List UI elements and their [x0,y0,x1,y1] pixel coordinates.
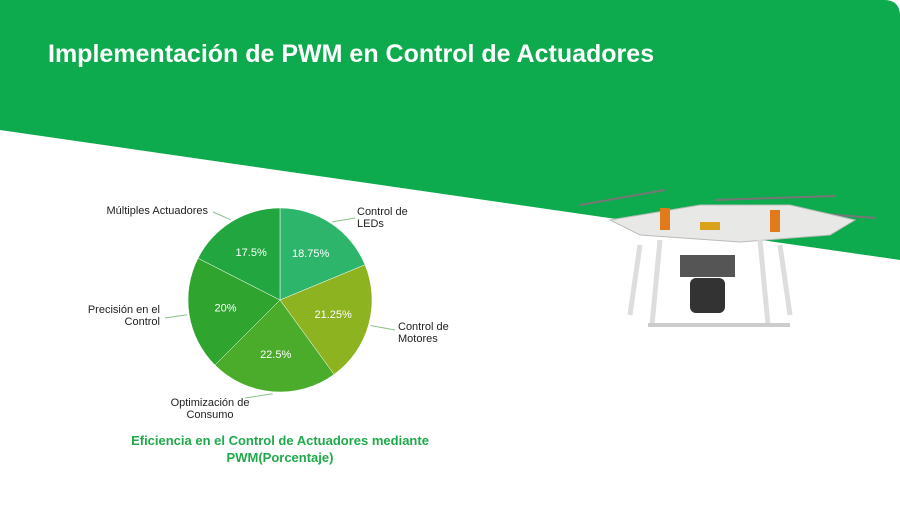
value-label: 21.25% [314,309,352,321]
chart-title: Eficiencia en el Control de Actuadores m… [131,433,429,465]
pie-slice [279,264,373,375]
category-label: Optimización de Consumo [170,397,250,421]
category-label: Precisión en el Control [87,304,160,328]
leader-line [164,314,188,319]
leader-line [370,325,396,331]
pie-slice [214,299,335,393]
value-label: 17.5% [236,247,267,259]
category-label: Control de LEDs [357,206,408,230]
green-band [0,0,900,260]
category-label: Múltiples Actuadores [106,205,209,217]
value-label: 22.5% [260,349,291,361]
leader-line [212,211,232,221]
pie-slice [279,207,366,301]
pie-slice [187,257,281,366]
value-label: 20% [214,303,236,315]
pie-slice [197,207,281,301]
leader-line [332,217,356,223]
drone [579,189,876,327]
leader-line [244,393,273,399]
value-label: 18.75% [292,248,330,260]
category-label: Control de Motores [398,321,449,345]
slide-title: Implementación de PWM en Control de Actu… [48,40,655,68]
